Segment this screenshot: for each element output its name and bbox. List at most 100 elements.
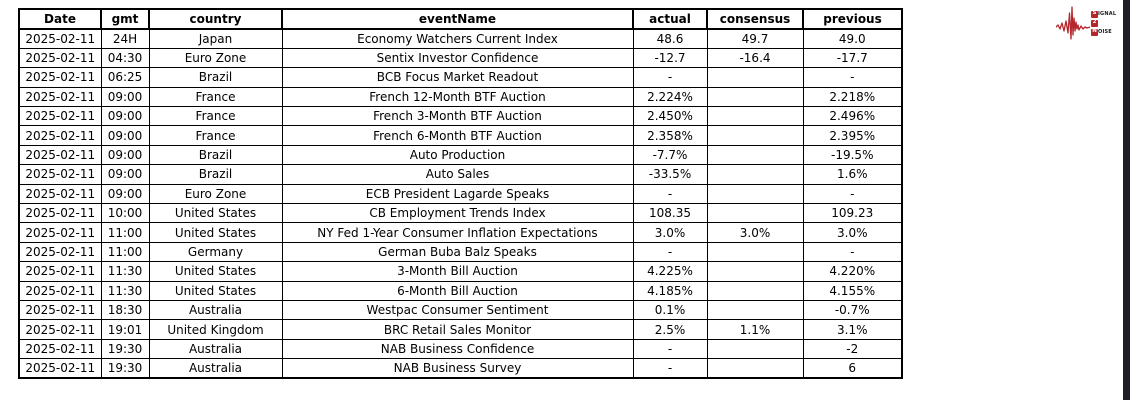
cell-actual: -	[632, 183, 708, 205]
cell-consensus	[706, 183, 804, 205]
cell-actual: -7.7%	[632, 144, 708, 166]
cell-actual: -	[632, 358, 708, 379]
cell-consensus	[706, 125, 804, 146]
cell-previous: -	[802, 241, 903, 263]
logo-letter-s: S	[1091, 10, 1098, 18]
cell-date: 2025-02-11	[18, 338, 102, 360]
logo-line-signal: S IGNAL	[1091, 10, 1116, 18]
cell-actual: -	[632, 241, 708, 263]
cell-country: United States	[148, 261, 283, 282]
cell-date: 2025-02-11	[18, 299, 102, 321]
cell-actual: 2.5%	[632, 319, 708, 340]
cell-actual: 4.185%	[632, 280, 708, 301]
cell-previous: 2.395%	[802, 125, 903, 146]
cell-previous: 2.218%	[802, 86, 903, 108]
table-row: 2025-02-11 19:30 Australia NAB Business Sur…	[18, 358, 903, 379]
cell-gmt: 04:30	[100, 47, 150, 69]
cell-eventname: French 12-Month BTF Auction	[281, 86, 634, 108]
cell-gmt: 18:30	[100, 299, 150, 321]
cell-country: France	[148, 125, 283, 146]
table-row: 2025-02-11 11:30 United States 3-Month Bill…	[18, 261, 903, 282]
column-header-date: Date	[18, 8, 102, 30]
cell-eventname: NAB Business Survey	[281, 358, 634, 379]
cell-consensus	[706, 338, 804, 360]
cell-date: 2025-02-11	[18, 67, 102, 88]
cell-actual: 4.225%	[632, 261, 708, 282]
cell-gmt: 09:00	[100, 86, 150, 108]
cell-consensus	[706, 299, 804, 321]
logo-letter-2: 2	[1091, 19, 1098, 27]
column-header-eventname: eventName	[281, 8, 634, 30]
cell-country: Euro Zone	[148, 183, 283, 205]
cell-previous: 6	[802, 358, 903, 379]
cell-date: 2025-02-11	[18, 358, 102, 379]
cell-previous: -	[802, 183, 903, 205]
cell-country: Brazil	[148, 67, 283, 88]
cell-date: 2025-02-11	[18, 261, 102, 282]
column-header-previous: previous	[802, 8, 903, 30]
waveform-pulse-icon	[1056, 6, 1090, 40]
cell-actual: -12.7	[632, 47, 708, 69]
cell-previous: 1.6%	[802, 164, 903, 185]
cell-date: 2025-02-11	[18, 106, 102, 127]
cell-gmt: 09:00	[100, 144, 150, 166]
table-row: 2025-02-11 24H Japan Economy Watchers Curre…	[18, 28, 903, 49]
cell-eventname: Auto Sales	[281, 164, 634, 185]
cell-country: United States	[148, 203, 283, 224]
cell-eventname: German Buba Balz Speaks	[281, 241, 634, 263]
table-row: 2025-02-11 19:30 Australia NAB Business Con…	[18, 338, 903, 360]
cell-gmt: 11:30	[100, 280, 150, 301]
cell-eventname: Auto Production	[281, 144, 634, 166]
cell-previous: 3.1%	[802, 319, 903, 340]
cell-consensus	[706, 67, 804, 88]
cell-date: 2025-02-11	[18, 319, 102, 340]
logo-signal-rest: IGNAL	[1098, 10, 1117, 17]
cell-eventname: NAB Business Confidence	[281, 338, 634, 360]
cell-actual: 108.35	[632, 203, 708, 224]
cell-eventname: CB Employment Trends Index	[281, 203, 634, 224]
cell-actual: -	[632, 67, 708, 88]
cell-gmt: 09:00	[100, 125, 150, 146]
cell-consensus	[706, 280, 804, 301]
cell-consensus	[706, 106, 804, 127]
cell-date: 2025-02-11	[18, 222, 102, 243]
cell-previous: 49.0	[802, 28, 903, 49]
cell-gmt: 09:00	[100, 183, 150, 205]
table-row: 2025-02-11 09:00 France French 12-Month BTF…	[18, 86, 903, 108]
cell-consensus: 3.0%	[706, 222, 804, 243]
cell-country: Brazil	[148, 164, 283, 185]
cell-consensus	[706, 241, 804, 263]
cell-consensus	[706, 203, 804, 224]
cell-consensus	[706, 86, 804, 108]
table-row: 2025-02-11 11:00 Germany German Buba Balz S…	[18, 241, 903, 263]
column-header-country: country	[148, 8, 283, 30]
table-row: 2025-02-11 11:30 United States 6-Month Bill…	[18, 280, 903, 301]
cell-eventname: BCB Focus Market Readout	[281, 67, 634, 88]
cell-consensus	[706, 261, 804, 282]
economic-calendar-table: Date gmt country eventName actual consensus pr…	[18, 8, 903, 380]
cell-eventname: ECB President Lagarde Speaks	[281, 183, 634, 205]
cell-previous: 109.23	[802, 203, 903, 224]
cell-date: 2025-02-11	[18, 144, 102, 166]
cell-gmt: 19:30	[100, 338, 150, 360]
cell-consensus: 49.7	[706, 28, 804, 49]
window-edge-strip	[1123, 0, 1130, 400]
cell-eventname: Westpac Consumer Sentiment	[281, 299, 634, 321]
cell-gmt: 10:00	[100, 203, 150, 224]
cell-date: 2025-02-11	[18, 28, 102, 49]
column-header-consensus: consensus	[706, 8, 804, 30]
cell-eventname: French 3-Month BTF Auction	[281, 106, 634, 127]
cell-actual: 2.224%	[632, 86, 708, 108]
cell-consensus	[706, 144, 804, 166]
table-row: 2025-02-11 09:00 France French 6-Month BTF …	[18, 125, 903, 146]
cell-eventname: BRC Retail Sales Monitor	[281, 319, 634, 340]
cell-gmt: 11:30	[100, 261, 150, 282]
cell-previous: 2.496%	[802, 106, 903, 127]
cell-date: 2025-02-11	[18, 86, 102, 108]
cell-actual: -33.5%	[632, 164, 708, 185]
table-row: 2025-02-11 18:30 Australia Westpac Consumer…	[18, 299, 903, 321]
cell-date: 2025-02-11	[18, 203, 102, 224]
cell-date: 2025-02-11	[18, 183, 102, 205]
cell-country: Euro Zone	[148, 47, 283, 69]
cell-country: United Kingdom	[148, 319, 283, 340]
